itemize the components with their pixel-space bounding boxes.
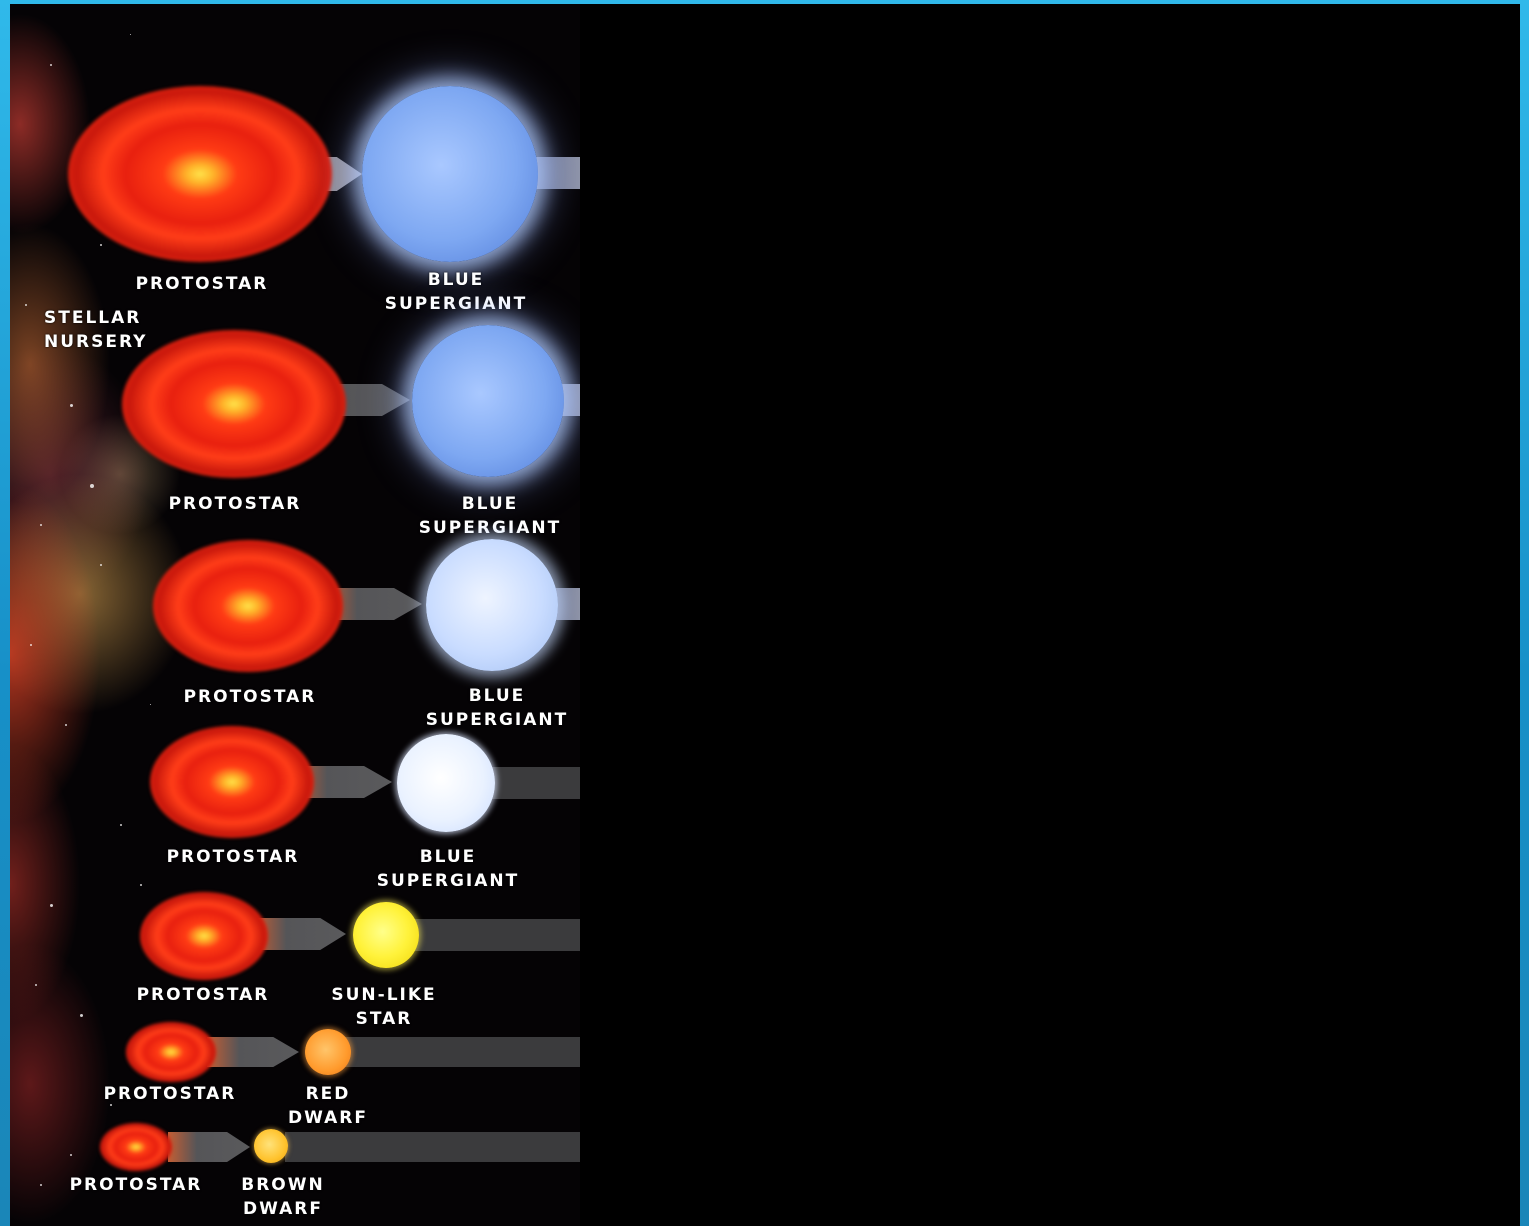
protostar-glow bbox=[150, 726, 314, 838]
evolution-row: PROTOSTAR BLUE SUPERGIANT bbox=[10, 4, 580, 1226]
protostar-glow bbox=[153, 540, 343, 672]
evolution-lane bbox=[480, 767, 580, 799]
background-star-icon bbox=[130, 34, 131, 35]
background-star-icon bbox=[50, 64, 52, 66]
blue-supergiant-label: BLUE SUPERGIANT bbox=[366, 268, 546, 316]
protostar-illustration bbox=[150, 726, 314, 838]
protostar-illustration bbox=[140, 892, 268, 980]
brown-dwarf-illustration bbox=[254, 1129, 288, 1163]
sun-like-star-label-line-1: SUN-LIKE bbox=[331, 985, 437, 1005]
blue-supergiant-label-line-1: BLUE bbox=[427, 270, 485, 290]
blue-supergiant-label-line-1: BLUE bbox=[468, 686, 526, 706]
background-star-icon bbox=[40, 1184, 42, 1186]
background-star-icon bbox=[100, 564, 102, 566]
sun-like-star-label: SUN-LIKE STAR bbox=[294, 983, 474, 1031]
background-star-icon bbox=[40, 524, 42, 526]
protostar-label: PROTOSTAR bbox=[183, 687, 317, 707]
protostar-label: PROTOSTAR bbox=[135, 274, 269, 294]
brown-dwarf-label: BROWN DWARF bbox=[193, 1173, 373, 1221]
protostar-glow bbox=[140, 892, 268, 980]
red-dwarf-label: RED DWARF bbox=[238, 1082, 418, 1130]
background-star-icon bbox=[30, 644, 32, 646]
red-dwarf-label-line-2: DWARF bbox=[288, 1108, 368, 1128]
evolution-rows: PROTOSTAR BLUE SUPERGIANT PROTOSTAR BLUE SUPE… bbox=[10, 4, 580, 1226]
stellar-nursery-label: STELLAR NURSERY bbox=[44, 306, 147, 354]
evolution-lane bbox=[345, 1037, 580, 1067]
protostar-glow bbox=[126, 1022, 216, 1082]
evolution-row: PROTOSTAR BROWN DWARF bbox=[10, 4, 580, 1226]
protostar-glow bbox=[68, 86, 332, 262]
blue-supergiant-label-line-2: SUPERGIANT bbox=[418, 518, 562, 538]
background-star-icon bbox=[50, 904, 53, 907]
red-dwarf-illustration bbox=[305, 1029, 351, 1075]
background-star-icon bbox=[65, 724, 67, 726]
starfield bbox=[10, 4, 580, 1226]
evolution-row: PROTOSTAR BLUE SUPERGIANT bbox=[10, 4, 580, 1226]
sun-like-star-label-line-2: STAR bbox=[355, 1009, 413, 1029]
red-dwarf-label-line-1: RED bbox=[305, 1084, 351, 1104]
protostar-illustration bbox=[153, 540, 343, 672]
protostar-illustration bbox=[126, 1022, 216, 1082]
empty-content-area bbox=[580, 4, 1520, 1226]
protostar-label: PROTOSTAR bbox=[166, 847, 300, 867]
blue-supergiant-label: BLUE SUPERGIANT bbox=[400, 492, 580, 540]
background-star-icon bbox=[140, 884, 142, 886]
evolution-row: PROTOSTAR BLUE SUPERGIANT bbox=[10, 4, 580, 1226]
evolution-row: PROTOSTAR BLUE SUPERGIANT bbox=[10, 4, 580, 1226]
evolution-row: PROTOSTAR SUN-LIKE STAR bbox=[10, 4, 580, 1226]
blue-supergiant-label-line-1: BLUE bbox=[419, 847, 477, 867]
background-star-icon bbox=[25, 304, 27, 306]
background-star-icon bbox=[70, 1154, 72, 1156]
sun-like-star-illustration bbox=[353, 902, 419, 968]
background-star-icon bbox=[80, 1014, 83, 1017]
blue-supergiant-label: BLUE SUPERGIANT bbox=[407, 684, 580, 732]
evolution-lane bbox=[285, 1132, 580, 1162]
protostar-glow bbox=[100, 1123, 172, 1171]
background-star-icon bbox=[35, 984, 37, 986]
background-star-icon bbox=[90, 484, 94, 488]
stellar-evolution-diagram: PROTOSTAR BLUE SUPERGIANT PROTOSTAR BLUE SUPE… bbox=[10, 4, 580, 1226]
blue-supergiant-label-line-2: SUPERGIANT bbox=[384, 294, 528, 314]
protostar-illustration bbox=[100, 1123, 172, 1171]
background-star-icon bbox=[100, 244, 102, 246]
blue-supergiant-illustration bbox=[412, 325, 564, 477]
background-star-icon bbox=[70, 404, 73, 407]
protostar-label: PROTOSTAR bbox=[103, 1084, 237, 1104]
stellar-nursery-label-line-1: STELLAR bbox=[44, 308, 142, 328]
protostar-label: PROTOSTAR bbox=[136, 985, 270, 1005]
slide-canvas: PROTOSTAR BLUE SUPERGIANT PROTOSTAR BLUE SUPE… bbox=[10, 4, 1520, 1226]
blue-supergiant-illustration bbox=[426, 539, 558, 671]
protostar-illustration bbox=[122, 330, 346, 478]
background-star-icon bbox=[120, 824, 122, 826]
blue-supergiant-label-line-2: SUPERGIANT bbox=[376, 871, 520, 891]
protostar-label: PROTOSTAR bbox=[69, 1175, 203, 1195]
evolution-lane bbox=[410, 919, 580, 951]
blue-supergiant-label-line-2: SUPERGIANT bbox=[425, 710, 569, 730]
blue-supergiant-illustration bbox=[362, 86, 538, 262]
protostar-glow bbox=[122, 330, 346, 478]
protostar-label: PROTOSTAR bbox=[168, 494, 302, 514]
brown-dwarf-label-line-2: DWARF bbox=[243, 1199, 323, 1219]
brown-dwarf-label-line-1: BROWN bbox=[241, 1175, 325, 1195]
stellar-nursery-label-line-2: NURSERY bbox=[44, 332, 148, 352]
evolution-row: PROTOSTAR RED DWARF bbox=[10, 4, 580, 1226]
background-star-icon bbox=[110, 1104, 112, 1106]
background-star-icon bbox=[150, 704, 151, 705]
arrow-icon bbox=[168, 1132, 250, 1162]
blue-supergiant-label-line-1: BLUE bbox=[461, 494, 519, 514]
blue-supergiant-label: BLUE SUPERGIANT bbox=[358, 845, 538, 893]
protostar-illustration bbox=[68, 86, 332, 262]
blue-supergiant-illustration bbox=[397, 734, 495, 832]
